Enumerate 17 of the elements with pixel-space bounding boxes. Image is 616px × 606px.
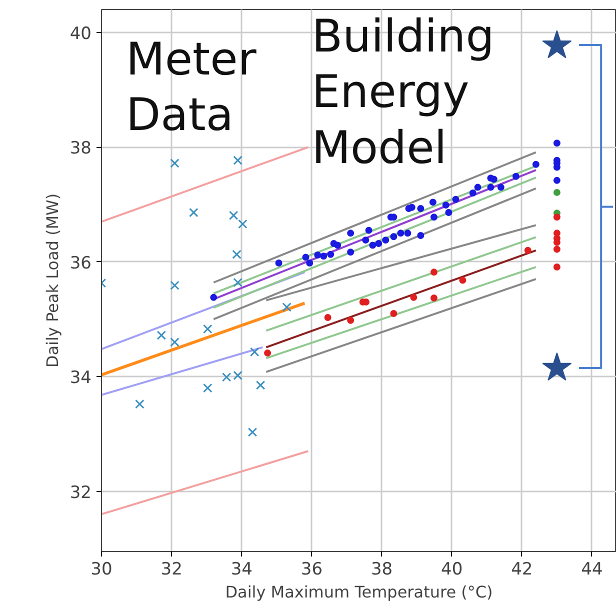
y-tick-label: 34 — [70, 368, 92, 388]
x-tick-label: 42 — [511, 560, 533, 580]
y-tick-label: 40 — [70, 24, 92, 44]
annotation: Meter Data — [126, 32, 257, 142]
x-tick-label: 30 — [90, 560, 112, 580]
x-tick-label: 32 — [160, 560, 182, 580]
y-tick-label: 38 — [70, 138, 92, 159]
annotation: Building Energy Model — [312, 10, 494, 174]
y-tick-label: 32 — [70, 482, 92, 503]
x-tick-label: 36 — [300, 560, 323, 580]
x-tick-label: 34 — [230, 560, 252, 580]
x-tick-label: 44 — [581, 560, 603, 580]
x-tick-label: 38 — [370, 560, 393, 580]
y-axis-title: Daily Peak Load (MW) — [42, 193, 62, 368]
x-axis-title: Daily Maximum Temperature (°C) — [225, 582, 493, 602]
x-tick-label: 40 — [441, 560, 463, 580]
y-tick-label: 36 — [70, 253, 92, 274]
